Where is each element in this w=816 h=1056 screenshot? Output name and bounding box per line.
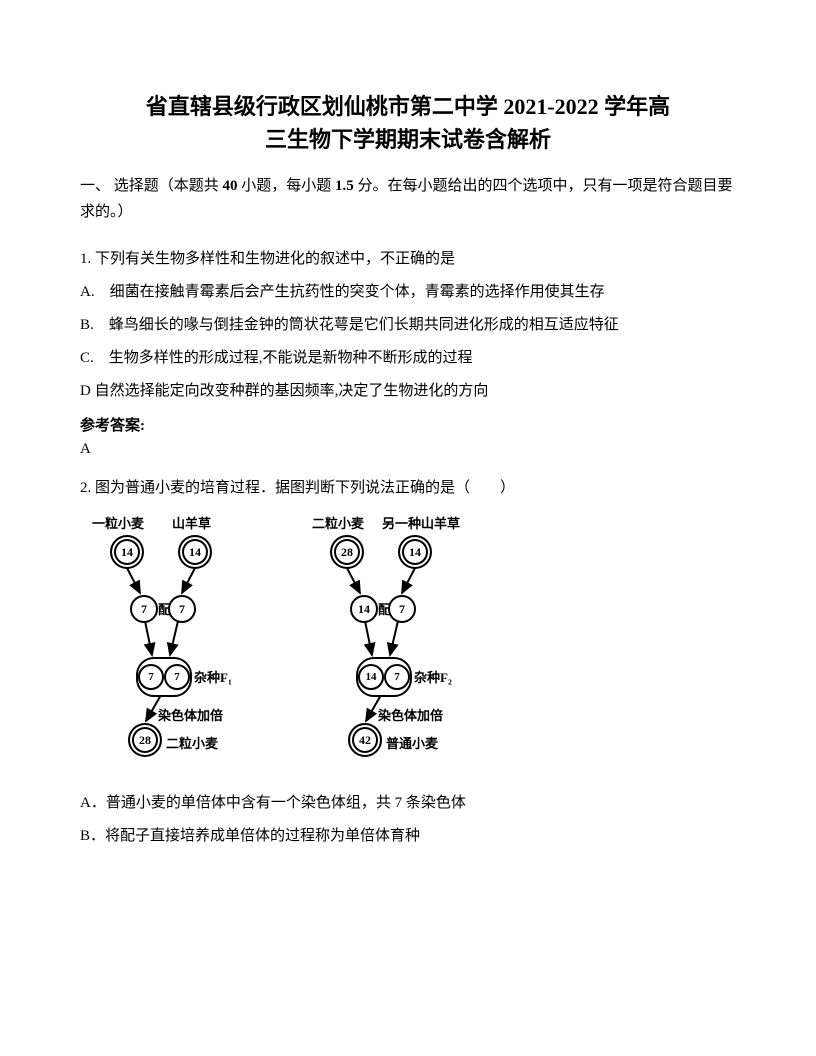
q1-opt-a: A. 细菌在接触青霉素后会产生抗药性的突变个体，青霉素的选择作用使其生存: [80, 276, 736, 309]
title-line-2: 三生物下学期期末试卷含解析: [265, 127, 551, 152]
section-header: 一、 选择题（本题共 40 小题，每小题 1.5 分。在每小题给出的四个选项中，…: [80, 174, 736, 225]
q2-opt-a: A．普通小麦的单倍体中含有一个染色体组，共 7 条染色体: [80, 787, 736, 820]
page-title: 省直辖县级行政区划仙桃市第二中学 2021-2022 学年高 三生物下学期期末试…: [80, 90, 736, 156]
d2-final: 42: [348, 723, 382, 757]
d1-node-tr: 14: [178, 535, 212, 569]
question-2: 2. 图为普通小麦的培育过程．据图判断下列说法正确的是（ ）: [80, 472, 736, 505]
d2-dbl-label: 染色体加倍: [378, 705, 443, 724]
sect-count: 40: [223, 178, 238, 194]
answer-label: 参考答案:: [80, 414, 736, 435]
q1-opt-d: D 自然选择能定向改变种群的基因频率,决定了生物进化的方向: [80, 375, 736, 408]
diagram-row: 一粒小麦 山羊草 14 14 7 配子 7 7 7 杂种F₁ 染色体加倍 28 …: [90, 513, 736, 773]
d1-dbl-label: 染色体加倍: [158, 705, 223, 724]
d1-g-l: 7: [130, 595, 158, 623]
d2-g-r: 7: [388, 595, 416, 623]
sect-score: 1.5: [335, 178, 354, 194]
d2-top-l: 二粒小麦: [312, 513, 364, 532]
d2-node-tr: 14: [398, 535, 432, 569]
d2-node-tl: 28: [330, 535, 364, 569]
d1-hyb-r: 7: [164, 664, 190, 690]
d1-node-tl: 14: [110, 535, 144, 569]
question-1: 1. 下列有关生物多样性和生物进化的叙述中，不正确的是 A. 细菌在接触青霉素后…: [80, 243, 736, 408]
d2-hyb-l: 14: [358, 664, 384, 690]
sect-mid1: 小题，每小题: [238, 178, 336, 194]
diagram-left: 一粒小麦 山羊草 14 14 7 配子 7 7 7 杂种F₁ 染色体加倍 28 …: [90, 513, 280, 773]
d1-g-r: 7: [168, 595, 196, 623]
d1-top-r: 山羊草: [172, 513, 211, 532]
d1-hyb-l: 7: [138, 664, 164, 690]
d1-hyb-label: 杂种F₁: [194, 667, 232, 686]
d2-g-l: 14: [350, 595, 378, 623]
d1-top-l: 一粒小麦: [92, 513, 144, 532]
sect-prefix: 一、 选择题（本题共: [80, 178, 223, 194]
q1-stem: 1. 下列有关生物多样性和生物进化的叙述中，不正确的是: [80, 243, 736, 276]
d2-final-label: 普通小麦: [386, 733, 438, 752]
d1-hybrid: 7 7: [136, 657, 192, 697]
exam-page: 省直辖县级行政区划仙桃市第二中学 2021-2022 学年高 三生物下学期期末试…: [0, 0, 816, 893]
q1-answer: A: [80, 441, 736, 458]
d1-final: 28: [128, 723, 162, 757]
d2-top-r: 另一种山羊草: [382, 513, 460, 532]
d1-final-label: 二粒小麦: [166, 733, 218, 752]
q2-opt-b: B．将配子直接培养成单倍体的过程称为单倍体育种: [80, 820, 736, 853]
q1-opt-c: C. 生物多样性的形成过程,不能说是新物种不断形成的过程: [80, 342, 736, 375]
diagram-right: 二粒小麦 另一种山羊草 28 14 14 配子 7 14 7 杂种F₂ 染色体加…: [310, 513, 500, 773]
d2-hyb-label: 杂种F₂: [414, 667, 452, 686]
q1-opt-b: B. 蜂鸟细长的喙与倒挂金钟的筒状花萼是它们长期共同进化形成的相互适应特征: [80, 309, 736, 342]
title-line-1: 省直辖县级行政区划仙桃市第二中学 2021-2022 学年高: [146, 94, 670, 119]
d2-hyb-r: 7: [384, 664, 410, 690]
d2-hybrid: 14 7: [356, 657, 412, 697]
q2-stem: 2. 图为普通小麦的培育过程．据图判断下列说法正确的是（ ）: [80, 472, 736, 505]
